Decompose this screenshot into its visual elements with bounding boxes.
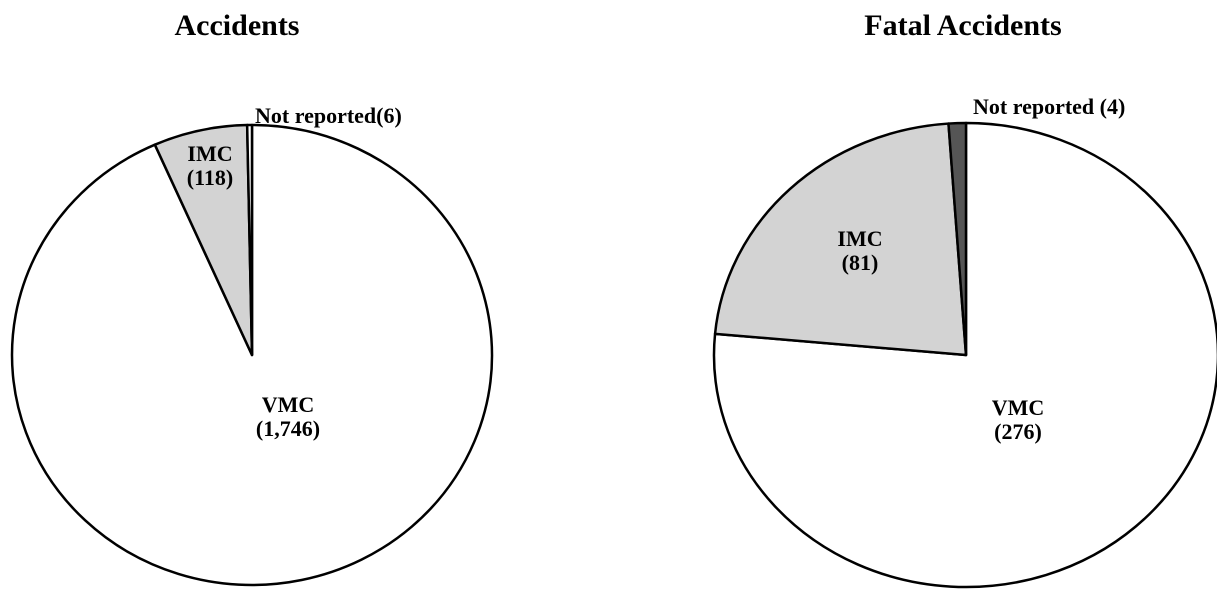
not-reported-slice: [245, 123, 254, 357]
imc-label: IMC (118): [187, 141, 233, 190]
vmc-label-line: VMC: [262, 392, 315, 417]
imc-slice: [713, 122, 968, 357]
not-reported-label-line: Not reported (4): [973, 94, 1125, 119]
not-reported-label: Not reported (4): [973, 94, 1125, 119]
imc-label: IMC (81): [837, 226, 882, 275]
vmc-label: VMC (1,746): [256, 392, 320, 441]
imc-label-line: IMC: [837, 226, 882, 251]
not-reported-slice: [947, 121, 968, 357]
fatal-accidents-pie: Fatal Accidents VMC (276) IMC (81) Not repor…: [712, 9, 1217, 589]
imc-label-line: (118): [187, 165, 233, 190]
not-reported-label-line: Not reported(6): [255, 103, 402, 128]
fatal-accidents-title: Fatal Accidents: [864, 9, 1061, 42]
imc-label-line: IMC: [187, 141, 232, 166]
vmc-label: VMC (276): [992, 395, 1045, 444]
imc-label-line: (81): [842, 250, 879, 275]
not-reported-label: Not reported(6): [255, 103, 402, 128]
accidents-title: Accidents: [175, 9, 300, 42]
vmc-label-line: VMC: [992, 395, 1045, 420]
vmc-label-line: (276): [994, 419, 1042, 444]
accidents-pie: Accidents VMC (1,746) IMC (118) Not reported…: [10, 9, 494, 587]
vmc-label-line: (1,746): [256, 416, 320, 441]
